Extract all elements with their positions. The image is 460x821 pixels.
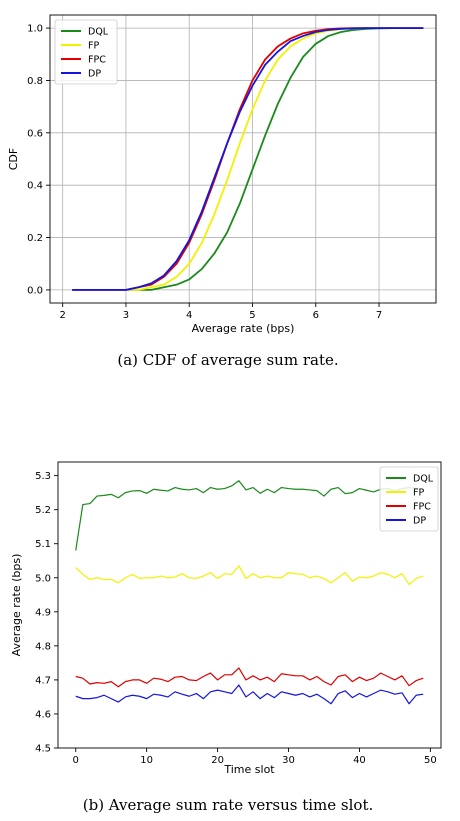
series-line-dp [75, 684, 424, 705]
y-tick-label: 4.5 [35, 744, 51, 755]
y-tick-label: 4.9 [35, 607, 51, 618]
cdf-chart: 2 3 4 5 6 7 0.0 0.2 0.4 0.6 0.8 1.0 Average rate (… [7, 14, 437, 335]
time-slot-x-axis-label: Time slot [223, 763, 275, 776]
series-line-fpc [75, 667, 424, 688]
series-line-fp [75, 565, 424, 586]
x-tick-label: 4 [186, 310, 192, 321]
series-line-fpc [72, 27, 424, 291]
y-tick-label: 0.8 [27, 76, 43, 87]
time-slot-series-group [75, 480, 424, 705]
legend-label-dql: DQL [413, 474, 434, 485]
x-tick-label: 50 [424, 755, 437, 766]
x-tick-label: 5 [249, 310, 255, 321]
cdf-legend: DQL FP FPC DP [54, 19, 118, 85]
cdf-x-ticks: 2 3 4 5 6 7 [59, 303, 382, 321]
y-tick-label: 4.6 [35, 709, 51, 720]
x-tick-label: 6 [313, 310, 319, 321]
legend-box [379, 466, 439, 532]
x-tick-label: 10 [140, 755, 153, 766]
y-tick-label: 5.0 [35, 573, 51, 584]
cdf-y-ticks: 0.0 0.2 0.4 0.6 0.8 1.0 [27, 24, 50, 296]
y-tick-label: 0.4 [27, 181, 43, 192]
series-line-fp [72, 27, 424, 291]
time-slot-y-axis-label: Average rate (bps) [10, 554, 23, 657]
legend-label-dql: DQL [88, 27, 109, 38]
cdf-plot-frame [49, 14, 437, 304]
caption-a: (a) CDF of average sum rate. [117, 351, 338, 369]
legend-label-fpc: FPC [413, 502, 431, 513]
legend-box [54, 19, 118, 85]
legend-label-dp: DP [413, 516, 426, 527]
series-line-dql [72, 27, 424, 291]
legend-label-fp: FP [88, 41, 99, 52]
y-tick-label: 0.2 [27, 233, 43, 244]
x-tick-label: 40 [353, 755, 366, 766]
time-slot-chart: 0 10 20 30 40 50 4.54.64.74.84.95.05.15.25.3 … [10, 461, 442, 776]
x-tick-label: 30 [282, 755, 295, 766]
legend-label-dp: DP [88, 69, 101, 80]
y-tick-label: 4.8 [35, 641, 51, 652]
y-tick-label: 5.1 [35, 539, 51, 550]
y-tick-label: 0.0 [27, 285, 43, 296]
cdf-x-axis-label: Average rate (bps) [192, 322, 295, 335]
y-tick-label: 1.0 [27, 24, 43, 35]
series-line-dql [75, 480, 424, 551]
time-slot-x-ticks: 0 10 20 30 40 50 [73, 748, 437, 766]
legend-label-fp: FP [413, 488, 424, 499]
x-tick-label: 20 [211, 755, 224, 766]
cdf-series-group [72, 27, 424, 291]
y-tick-label: 0.6 [27, 128, 43, 139]
y-tick-label: 5.2 [35, 505, 51, 516]
y-tick-label: 4.7 [35, 675, 51, 686]
series-line-dp [72, 27, 424, 291]
time-slot-legend: DQL FP FPC DP [379, 466, 439, 532]
x-tick-label: 7 [376, 310, 382, 321]
time-slot-plot-frame [57, 461, 442, 749]
time-slot-y-ticks: 4.5 4.6 4.7 4.8 4.9 5.0 5.1 5.2 5.3 [35, 471, 58, 755]
x-tick-label: 0 [73, 755, 79, 766]
x-tick-label: 2 [59, 310, 65, 321]
caption-b: (b) Average sum rate versus time slot. [83, 796, 374, 814]
x-tick-label: 3 [123, 310, 129, 321]
y-tick-label: 5.3 [35, 471, 51, 482]
legend-label-fpc: FPC [88, 55, 106, 66]
cdf-y-axis-label: CDF [7, 148, 20, 170]
